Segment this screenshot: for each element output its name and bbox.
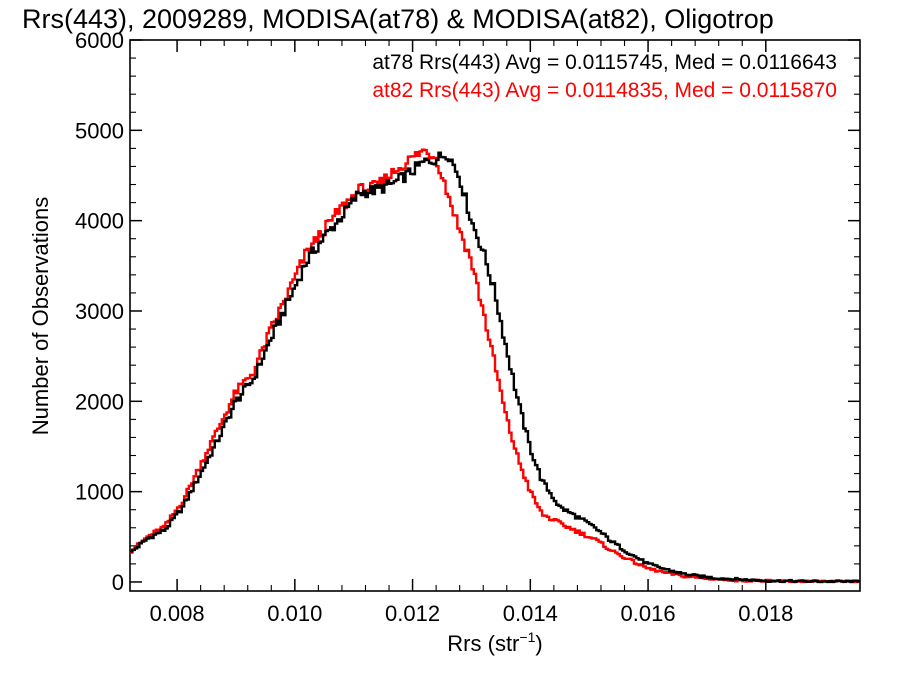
y-tick-label: 2000 [75,389,124,414]
y-tick-label: 1000 [75,480,124,505]
y-tick-label: 3000 [75,299,124,324]
x-axis-ticks: 0.008 0.010 0.012 0.014 0.016 0.018 [150,40,793,626]
x-tick-label: 0.014 [503,601,558,626]
x-axis-label: Rrs (str−1) [447,629,542,656]
x-tick-label: 0.012 [385,601,440,626]
chart-title: Rrs(443), 2009289, MODISA(at78) & MODISA… [22,4,774,34]
legend-entry-at78: at78 Rrs(443) Avg = 0.0115745, Med = 0.0… [372,51,837,74]
legend-entry-at82: at82 Rrs(443) Avg = 0.0114835, Med = 0.0… [372,79,837,102]
y-tick-label: 6000 [75,28,124,53]
y-tick-label: 0 [112,570,124,595]
x-tick-label: 0.008 [150,601,205,626]
y-tick-label: 5000 [75,118,124,143]
y-tick-label: 4000 [75,209,124,234]
y-axis-label: Number of Observations [28,197,53,435]
x-tick-label: 0.016 [621,601,676,626]
series-layer [130,148,860,584]
series-at82-line [130,148,860,584]
y-axis-ticks: 0 1000 2000 3000 4000 5000 6000 [75,28,860,595]
x-axis-label-exponent: −1 [519,629,535,645]
x-axis-label-close: ) [535,631,542,656]
x-tick-label: 0.010 [267,601,322,626]
series-at78-line [130,151,860,584]
plot-frame [129,39,861,592]
x-tick-label: 0.018 [738,601,793,626]
x-axis-label-main: Rrs (str [447,631,519,656]
